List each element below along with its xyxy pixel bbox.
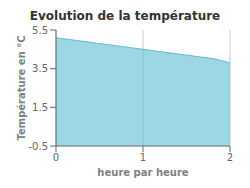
svg-text:1: 1: [140, 152, 146, 163]
svg-text:3.5: 3.5: [32, 63, 48, 74]
svg-text:Température en °C: Température en °C: [16, 35, 27, 140]
svg-text:heure par heure: heure par heure: [97, 167, 188, 178]
svg-text:0: 0: [53, 152, 59, 163]
svg-text:-0.5: -0.5: [28, 141, 48, 152]
svg-text:5.5: 5.5: [32, 25, 48, 36]
svg-text:2: 2: [227, 152, 233, 163]
svg-text:1.5: 1.5: [32, 102, 48, 113]
html-text:Evolution de la température: Evolution de la température: [29, 9, 221, 23]
